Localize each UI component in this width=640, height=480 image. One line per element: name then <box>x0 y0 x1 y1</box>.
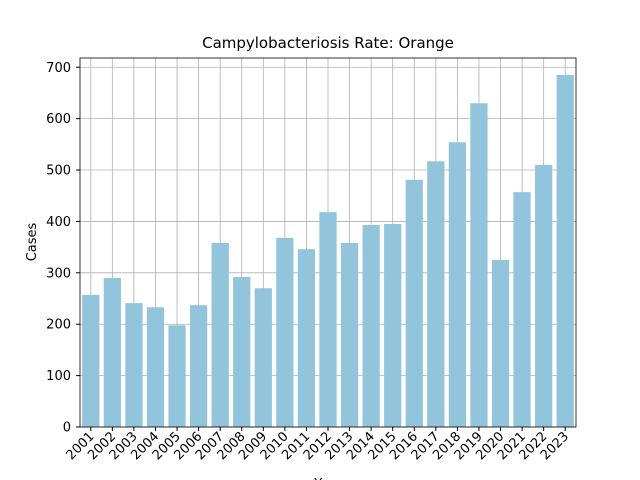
plot-frame <box>79 57 577 428</box>
chart-title: Campylobacteriosis Rate: Orange <box>202 34 454 52</box>
y-tick-label: 700 <box>46 61 71 76</box>
y-tick-label: 100 <box>46 369 71 384</box>
y-tick-label: 400 <box>46 215 71 230</box>
bar <box>146 307 165 427</box>
bar <box>362 225 380 427</box>
bar <box>405 179 423 427</box>
y-tick-label: 0 <box>63 421 71 436</box>
bar <box>470 103 488 428</box>
bar <box>211 243 229 427</box>
bar <box>340 243 359 427</box>
y-tick-label: 500 <box>46 164 71 179</box>
bar <box>491 259 510 427</box>
y-tick-label: 300 <box>46 266 71 281</box>
bar <box>103 277 121 427</box>
bar <box>125 303 143 427</box>
y-tick-label: 600 <box>46 112 71 127</box>
bar <box>384 223 402 427</box>
y-axis-label: Cases <box>25 222 40 261</box>
bar <box>556 74 574 428</box>
bar <box>189 305 208 427</box>
y-tick-label: 200 <box>46 318 71 333</box>
bar <box>319 212 337 427</box>
bar <box>254 288 272 427</box>
bar <box>448 142 467 427</box>
bar <box>276 237 294 427</box>
bar <box>168 325 186 427</box>
bar <box>427 161 445 427</box>
bar <box>535 164 553 427</box>
bar <box>513 192 531 427</box>
bar <box>233 276 251 427</box>
bar <box>297 249 316 427</box>
x-axis-label: Year <box>313 477 342 480</box>
bar <box>82 294 100 427</box>
